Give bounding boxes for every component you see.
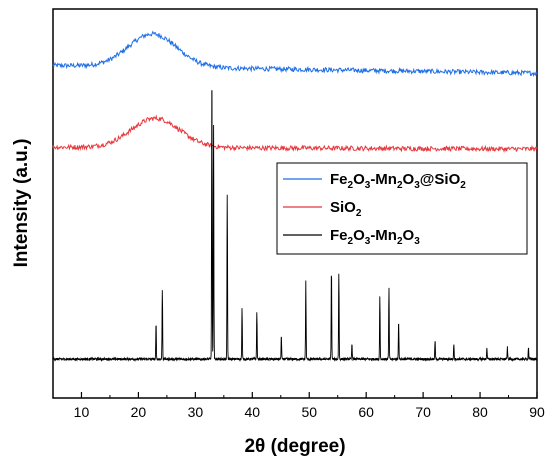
series-line-1 — [52, 114, 538, 154]
plot-frame — [52, 8, 538, 399]
legend-label-2: Fe2O3-Mn2O3 — [330, 227, 420, 247]
x-axis-title: 2θ (degree) — [244, 436, 345, 457]
x-axis-ticks: 10 20 30 40 50 60 70 80 90 — [52, 392, 545, 420]
x-tick-label: 90 — [529, 404, 545, 420]
x-tick-label: 50 — [301, 404, 317, 420]
series-line-2 — [52, 90, 538, 363]
legend-label-1: SiO2 — [330, 199, 362, 219]
x-tick-label: 40 — [245, 404, 261, 420]
series-layer — [52, 30, 538, 363]
y-axis-title: Intensity (a.u.) — [11, 139, 32, 268]
legend-label-0: Fe2O3-Mn2O3@SiO2 — [330, 171, 466, 191]
x-tick-label: 60 — [358, 404, 374, 420]
x-tick-label: 80 — [472, 404, 488, 420]
legend-box — [276, 162, 528, 255]
legend: Fe2O3-Mn2O3@SiO2 SiO2 Fe2O3-Mn2O3 — [276, 162, 528, 255]
x-tick-label: 20 — [131, 404, 147, 420]
series-line-0 — [52, 30, 538, 78]
x-tick-label: 30 — [188, 404, 204, 420]
x-tick-label: 70 — [415, 404, 431, 420]
x-tick-label: 10 — [74, 404, 90, 420]
